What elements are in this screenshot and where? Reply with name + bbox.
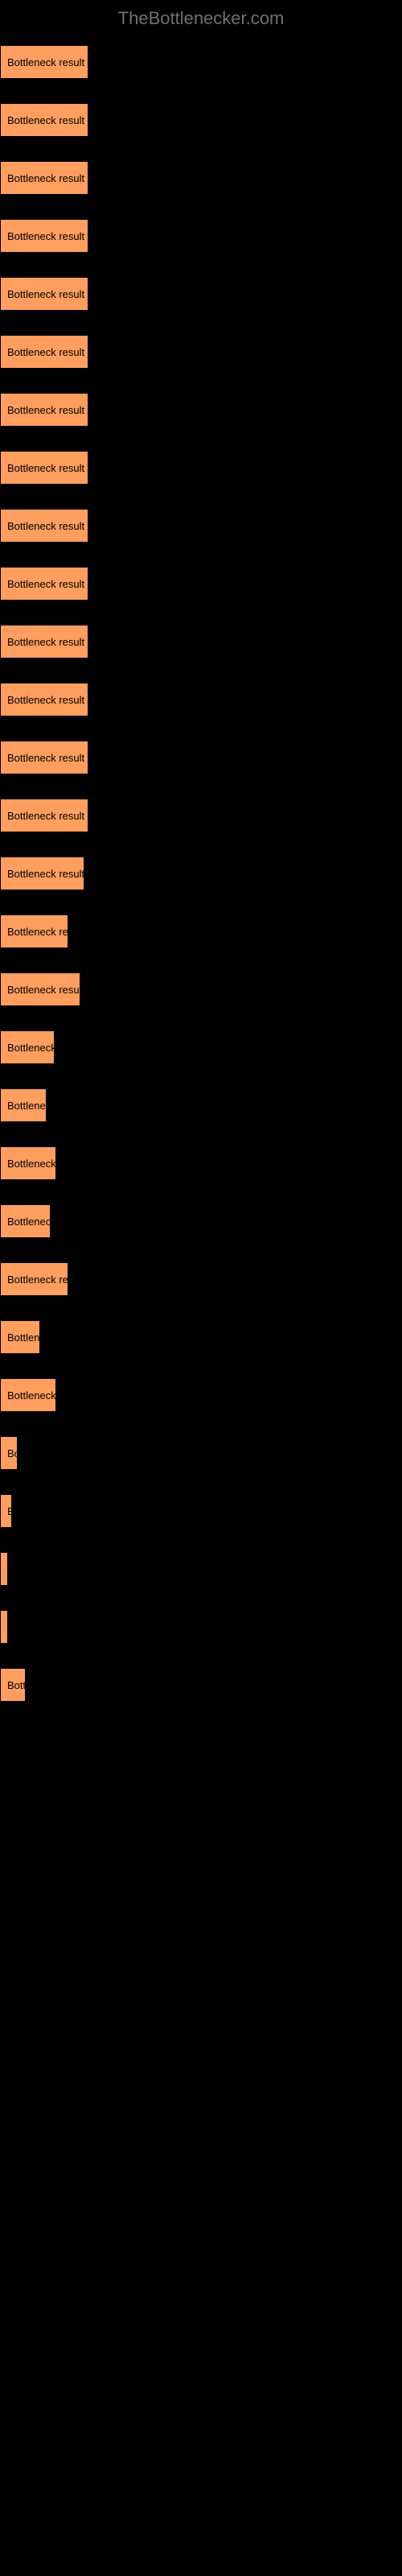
- bar-wrapper: Bottlenec: [0, 1204, 402, 1238]
- site-title: TheBottlenecker.com: [0, 8, 402, 29]
- bar: Bottleneck result: [0, 857, 84, 890]
- bar: Bottleneck result: [0, 741, 88, 774]
- bar-wrapper: Bottleneck result: [0, 509, 402, 543]
- bar: Bottlenec: [0, 1204, 51, 1238]
- bar-wrapper: Bottleneck result: [0, 335, 402, 369]
- bar-wrapper: Bottleneck result: [0, 799, 402, 832]
- bar-wrapper: Bott: [0, 1668, 402, 1702]
- bar: Bottleneck result: [0, 103, 88, 137]
- bar: [0, 1610, 8, 1644]
- bar-wrapper: Bottleneck resu: [0, 972, 402, 1006]
- bar-wrapper: Bottleneck result: [0, 741, 402, 774]
- bar-wrapper: Bottleneck result: [0, 277, 402, 311]
- bar: Bottlen: [0, 1320, 40, 1354]
- bar-wrapper: Bottleneck re: [0, 1262, 402, 1296]
- bar: Bottleneck result: [0, 161, 88, 195]
- bar-wrapper: Bottleneck result: [0, 161, 402, 195]
- bar-wrapper: Bottlen: [0, 1320, 402, 1354]
- bar: Bottleneck result: [0, 799, 88, 832]
- bar-wrapper: [0, 1552, 402, 1586]
- bar: Bottleneck result: [0, 567, 88, 601]
- bar: Bottleneck: [0, 1378, 56, 1412]
- bar: Bottleneck re: [0, 914, 68, 948]
- bar-wrapper: Bottleneck result: [0, 625, 402, 658]
- bar: Bottleneck result: [0, 625, 88, 658]
- bar-wrapper: B: [0, 1494, 402, 1528]
- bar-wrapper: Bo: [0, 1436, 402, 1470]
- bar-wrapper: Bottlene: [0, 1088, 402, 1122]
- bar: Bottleneck result: [0, 45, 88, 79]
- bar-wrapper: Bottleneck result: [0, 857, 402, 890]
- bar: Bottleneck: [0, 1146, 56, 1180]
- bar: Bottleneck result: [0, 335, 88, 369]
- bar-wrapper: Bottleneck: [0, 1030, 402, 1064]
- bar: Bottleneck result: [0, 683, 88, 716]
- bar: Bottleneck resu: [0, 972, 80, 1006]
- bar: Bottleneck result: [0, 219, 88, 253]
- bar: [0, 1552, 8, 1586]
- bar: Bottleneck re: [0, 1262, 68, 1296]
- bar: B: [0, 1494, 12, 1528]
- bar-wrapper: Bottleneck result: [0, 451, 402, 485]
- bar: Bottleneck result: [0, 509, 88, 543]
- bar: Bottleneck result: [0, 277, 88, 311]
- bar-wrapper: Bottleneck re: [0, 914, 402, 948]
- bar-wrapper: Bottleneck result: [0, 45, 402, 79]
- bar-wrapper: Bottleneck result: [0, 219, 402, 253]
- bar: Bottleneck result: [0, 451, 88, 485]
- bar: Bott: [0, 1668, 26, 1702]
- bar-wrapper: Bottleneck result: [0, 393, 402, 427]
- bar: Bo: [0, 1436, 18, 1470]
- bar-wrapper: Bottleneck result: [0, 103, 402, 137]
- bar-wrapper: Bottleneck: [0, 1378, 402, 1412]
- bar-wrapper: Bottleneck result: [0, 683, 402, 716]
- bar-wrapper: [0, 1610, 402, 1644]
- bars-container: Bottleneck result Bottleneck result Bottle…: [0, 45, 402, 1702]
- bar: Bottleneck: [0, 1030, 55, 1064]
- bar-wrapper: Bottleneck result: [0, 567, 402, 601]
- bar: Bottlene: [0, 1088, 47, 1122]
- bar: Bottleneck result: [0, 393, 88, 427]
- bar-wrapper: Bottleneck: [0, 1146, 402, 1180]
